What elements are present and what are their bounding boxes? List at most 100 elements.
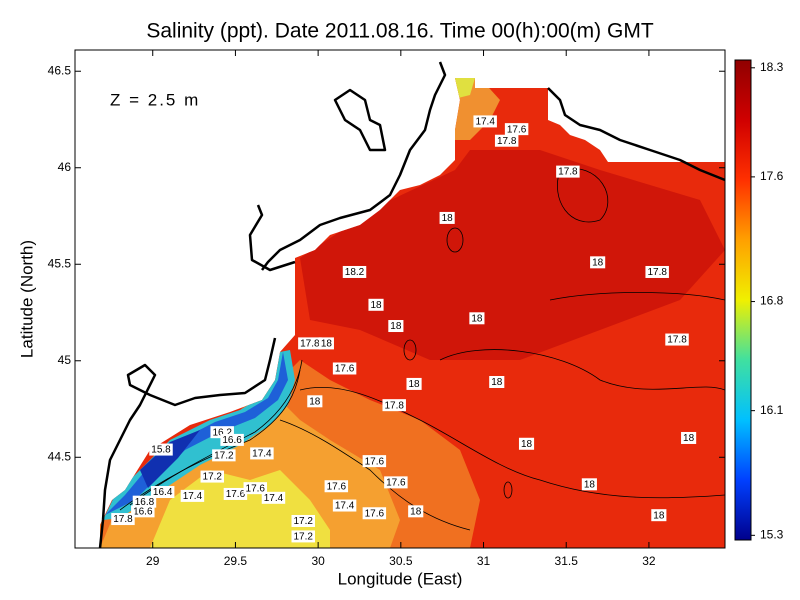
contour-label: 17.2 (291, 514, 315, 527)
field-dark-blue (140, 430, 200, 488)
contour-label-box (291, 514, 315, 527)
field-north-low (455, 78, 475, 98)
contour-label: 18 (681, 431, 697, 444)
contour-label-box (250, 447, 274, 460)
contour-label-box (332, 499, 357, 512)
x-tick-label: 31 (477, 554, 491, 568)
contour-label-text: 17.6 (365, 508, 385, 519)
contour-label-box (518, 437, 535, 450)
contour-label: 18 (408, 505, 424, 517)
colorbar-tick-label: 16.1 (760, 403, 784, 417)
contour-label: 15.8 (149, 443, 173, 456)
contour-label: 17.8 (494, 134, 519, 147)
x-tick-label: 29.5 (224, 554, 248, 568)
contour-label: 16.6 (220, 433, 244, 446)
x-tick-label: 30.5 (389, 554, 413, 568)
y-tick-label: 46 (58, 160, 72, 174)
contour-label-text: 17.8 (647, 267, 667, 278)
contour-label-box (131, 505, 155, 518)
lagoon (333, 88, 387, 152)
contour-line (129, 359, 303, 506)
contour-label: 17.6 (332, 362, 357, 375)
contour-label: 18 (318, 337, 334, 350)
contour-label-text: 18 (584, 479, 596, 490)
y-tick-label: 46.5 (48, 63, 72, 77)
contour-label-text: 17.8 (558, 167, 578, 178)
y-tick-label: 44.5 (48, 449, 72, 463)
contour-label-text: 17.6 (335, 364, 355, 375)
contour-line (279, 419, 471, 531)
contour-label: 17.6 (362, 507, 387, 520)
contour-label: 18 (469, 312, 485, 325)
chart-title: Salinity (ppt). Date 2011.08.16. Time 00… (146, 20, 653, 43)
contour-label: 17.4 (250, 447, 274, 460)
contour-label-box (362, 507, 387, 520)
contour-label-text: 18 (653, 510, 665, 521)
contour-label-box (473, 115, 497, 128)
contour-label-text: 18 (683, 433, 695, 444)
contour-label: 17.6 (384, 476, 408, 489)
contour-label-box (469, 312, 485, 325)
contour-label-box (581, 478, 597, 491)
contour-label-text: 17.6 (327, 481, 347, 492)
contour-label-text: 18 (370, 300, 382, 311)
field-high (300, 150, 725, 360)
contour-label-box (298, 337, 322, 350)
plot-frame (74, 49, 726, 549)
coast-east (547, 87, 726, 182)
x-tick-label: 29 (146, 554, 160, 568)
contour-label-text: 18 (321, 339, 333, 350)
contour-label-text: 17.8 (384, 400, 404, 411)
contour-label-text: 17.2 (294, 532, 314, 543)
x-tick-label: 30 (311, 554, 325, 568)
contour-label-text: 18 (521, 439, 533, 450)
contour-label-box (149, 443, 173, 456)
coast-south (98, 337, 277, 549)
contour-label-box (362, 455, 387, 468)
contour-line (439, 349, 725, 391)
contour-label-box (681, 431, 697, 444)
contour-label: 17.6 (243, 482, 268, 495)
contour-label-box (368, 298, 384, 311)
contour-label-box (132, 495, 157, 508)
contour-label: 17.4 (332, 499, 357, 512)
colorbar-tick-label: 18.3 (760, 60, 784, 74)
contour-label-box (180, 489, 205, 502)
contour-label-box (243, 482, 268, 495)
contour-label: 18 (307, 395, 323, 407)
contour-label-text: 17.6 (226, 489, 246, 500)
contour-label-text: 17.4 (264, 493, 284, 504)
contour-label-box (384, 476, 408, 489)
contour-label-text: 16.4 (153, 487, 173, 498)
contour-label: 17.2 (291, 530, 315, 543)
contour-label: 17.6 (362, 455, 387, 468)
depth-annotation: Z = 2.5 m (110, 90, 200, 109)
contour-label-text: 16.8 (135, 497, 155, 508)
y-axis-label: Latitude (North) (17, 240, 36, 358)
contour-label-box (223, 487, 248, 500)
contour-label-text: 16.6 (133, 506, 153, 517)
colorbar (734, 59, 752, 541)
contour-label-text: 17.8 (300, 339, 320, 350)
contour-label-box (261, 491, 286, 504)
contour-label: 17.6 (504, 123, 529, 135)
contour-label-text: 17.6 (386, 478, 406, 489)
contour-label: 18 (439, 211, 455, 224)
contour-label-box (220, 433, 244, 446)
contour-label: 18.2 (342, 265, 367, 278)
contour-label-box (291, 530, 315, 543)
contour-label-box (665, 333, 689, 346)
contour-label: 16.6 (131, 505, 155, 518)
x-tick-label: 31.5 (555, 554, 579, 568)
contour-label: 17.8 (645, 265, 669, 278)
contour-label-text: 18 (390, 321, 402, 332)
contour-label-box (590, 256, 606, 269)
contour-label-text: 17.4 (335, 501, 355, 512)
contour-label: 17.8 (382, 399, 406, 411)
contour-label-text: 18 (592, 257, 604, 268)
contour-label: 17.2 (200, 470, 225, 483)
contour-label-text: 17.6 (365, 456, 385, 467)
colorbar-tick-label: 17.6 (760, 169, 784, 183)
contour-label-box (212, 449, 236, 462)
